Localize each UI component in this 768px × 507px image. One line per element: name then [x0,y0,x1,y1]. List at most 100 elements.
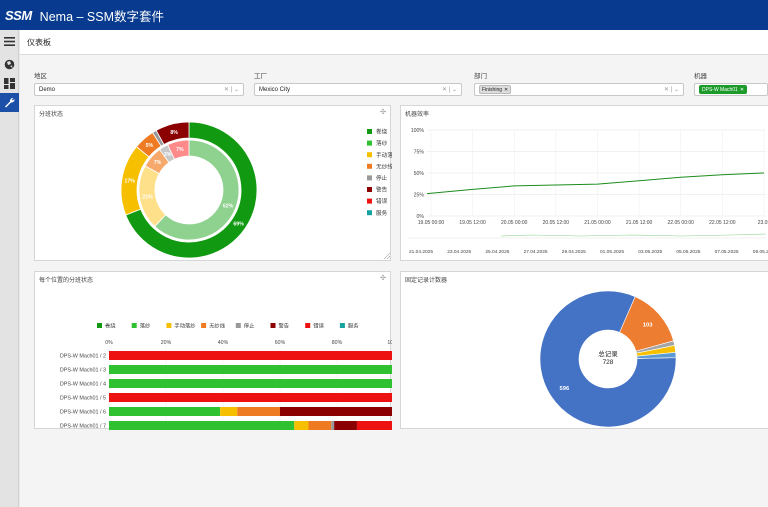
bar-segment[interactable] [109,379,392,388]
donut-data-label: 7% [154,160,162,166]
legend-swatch [97,323,102,328]
donut-outer-slice[interactable] [155,121,190,145]
bar-segment[interactable] [308,421,332,430]
x-tick-label: 22.05 12:00 [709,220,736,226]
machine-filter: 机器 DPS-W Mach01 ✕ [694,70,768,96]
bar-segment[interactable] [109,365,392,374]
legend-label[interactable]: 警告 [279,322,290,330]
x-tick-label: 20.05 00:00 [501,220,528,226]
panel-title: 分班状态 [39,112,64,118]
bar-segment[interactable] [109,421,295,430]
legend-label[interactable]: 无纱线 [209,322,226,330]
legend-swatch [367,198,372,204]
bar-segment[interactable] [334,421,357,430]
legend-label[interactable]: 停止 [376,174,388,182]
navigator-date-label: 23.04.2025 [447,249,471,255]
record-center-label: 总记录 [598,349,618,358]
bar-segment[interactable] [294,421,309,430]
bar-segment[interactable] [220,407,238,416]
legend-label[interactable]: 卷绕 [105,322,116,330]
donut-inner-slice[interactable] [154,139,240,241]
category-label: DPS-W Mach01 / 6 [60,410,106,416]
x-tick-label: 22.05 00:00 [668,220,695,226]
legend-label[interactable]: 错误 [313,322,324,330]
x-tick-label: 100% [387,340,392,346]
x-tick-label: 21.05 00:00 [584,220,611,226]
navigator-date-label: 09.05.2025 [753,249,768,255]
panel-title: 固定记录计数器 [405,278,448,284]
legend-label[interactable]: 卷绕 [376,128,388,136]
remove-chip-icon[interactable]: ✕ [504,86,509,93]
bar-segment[interactable] [109,351,392,360]
legend-swatch [367,152,372,158]
bar-segment[interactable] [109,393,392,402]
efficiency-series-line[interactable] [426,172,765,195]
donut-inner-slice[interactable] [167,139,190,160]
dashboard-icon [4,78,15,89]
hamburger-icon [4,37,15,46]
legend-label[interactable]: 警告 [376,186,388,194]
legend-swatch [235,323,241,328]
bar-segment[interactable] [331,421,335,430]
donut-outer-slice[interactable] [125,121,258,259]
legend-label[interactable]: 无纱线 [376,162,392,170]
record-donut-hole [579,330,637,388]
y-tick-label: 50% [414,171,425,177]
donut-data-label: 8% [170,130,178,136]
bar-segment[interactable] [109,407,221,416]
clear-chevron-icon[interactable]: ✕ | ⌄ [224,87,239,93]
region-select[interactable]: Demo ✕ | ⌄ [34,83,244,96]
shift-status-donut: 69%17%5%8%62%21%7%3%7% 卷绕落纱手动落纱无纱线停止警告错误… [120,121,392,260]
move-icon[interactable]: ✣ [380,109,386,116]
record-data-label: 596 [560,386,570,392]
region-filter: 地区 Demo ✕ | ⌄ [34,70,244,96]
legend-label[interactable]: 落纱 [140,322,151,330]
category-label: DPS-W Mach01 / 3 [60,368,106,374]
y-tick-label: 75% [414,150,425,156]
legend-label[interactable]: 服务 [376,209,388,217]
legend-label[interactable]: 服务 [348,322,359,330]
dashboard-button[interactable] [0,74,19,93]
remove-chip-icon[interactable]: ✕ [739,86,745,93]
panel-title: 机器效率 [405,112,430,118]
x-tick-label: 21.05 12:00 [626,220,653,226]
machine-select[interactable]: DPS-W Mach01 ✕ [694,83,768,96]
donut-data-label: 69% [233,222,244,228]
legend-label[interactable]: 错误 [376,197,388,205]
x-tick-label: 0% [105,340,113,346]
menu-button[interactable] [0,32,19,51]
bar-segment[interactable] [356,421,392,430]
department-label: 部门 [474,73,487,80]
x-tick-label: 20.05 12:00 [543,220,570,226]
top-bar: SSM Nema – SSM数字套件 [0,0,768,30]
globe-button[interactable] [0,55,19,74]
legend-swatch [367,210,372,216]
page-title: 仪表板 [27,37,51,47]
tools-button[interactable] [0,93,19,112]
legend-swatch [305,323,311,328]
department-filter: 部门 Finishing ✕ ✕ | ⌄ [474,70,684,96]
category-label: DPS-W Mach01 / 4 [60,382,106,388]
stacked-bar-chart: 卷绕 落纱 手动落纱 无纱线 停止 警告 错误 服务 0% 20% 40% 60% 80% 100% DPS… [60,322,392,430]
donut-data-label: 5% [146,143,154,149]
x-tick-label: 19.05 12:00 [459,220,486,226]
plant-select[interactable]: Mexico City ✕ | ⌄ [254,83,462,96]
legend-swatch [270,323,276,328]
resize-handle[interactable] [383,252,391,260]
move-icon[interactable]: ✣ [380,275,386,282]
department-select[interactable]: Finishing ✕ ✕ | ⌄ [474,83,684,96]
clear-chevron-icon[interactable]: ✕ | ⌄ [442,87,457,93]
donut-data-label: 3% [164,152,172,158]
legend-label[interactable]: 手动落纱 [174,322,196,330]
legend-swatch [367,187,372,192]
bar-segment[interactable] [237,407,280,416]
bar-segment[interactable] [280,407,392,416]
machine-chip: DPS-W Mach01 ✕ [699,85,748,94]
navigator-series [500,233,767,237]
plant-filter: 工厂 Mexico City ✕ | ⌄ [254,70,462,96]
legend-label[interactable]: 停止 [244,322,255,330]
legend-label[interactable]: 手动落纱 [376,151,392,159]
machine-efficiency-panel: 机器效率 0% 25% 50% 75% 100% 19.05 00:00 19.05 12:… [400,105,768,261]
legend-label[interactable]: 落纱 [376,139,388,147]
clear-chevron-icon[interactable]: ✕ | ⌄ [664,87,679,93]
